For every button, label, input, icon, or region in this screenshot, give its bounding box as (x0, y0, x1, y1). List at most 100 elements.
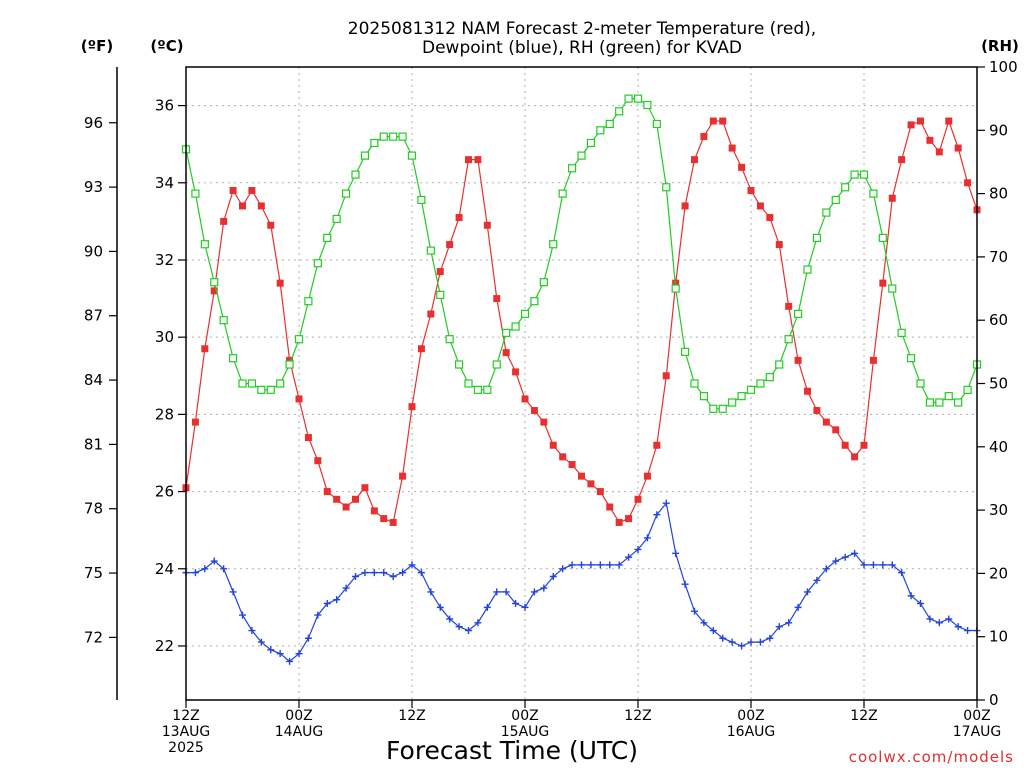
temperature-point (512, 368, 520, 376)
rh-tick-label: 70 (989, 248, 1008, 266)
dewpoint-point (408, 561, 416, 569)
dewpoint-point (888, 561, 896, 569)
rh-point (709, 404, 718, 413)
dewpoint-point (898, 569, 906, 577)
temperature-point (700, 132, 708, 140)
rh-point (520, 309, 530, 318)
rh-point (841, 183, 850, 192)
rh-point (323, 233, 332, 243)
x-tick-label: 16AUG (727, 724, 776, 740)
dewpoint-point (813, 576, 821, 584)
x-tick-label: 14AUG (275, 724, 324, 740)
temperature-point (361, 484, 369, 492)
rh-point (812, 233, 822, 243)
celsius-tick-label: 30 (155, 328, 174, 346)
rh-point (558, 189, 567, 198)
rh-point (925, 398, 935, 407)
rh-point (822, 208, 831, 217)
temperature-point (596, 488, 604, 496)
rh-point (567, 164, 577, 173)
plot-frame (185, 66, 978, 701)
x-tick-label: 00Z (737, 708, 764, 724)
temperature-point (229, 187, 237, 195)
dewpoint-point (248, 627, 256, 635)
temperature-point (747, 187, 755, 195)
dewpoint-point (926, 615, 934, 623)
temperature-point (907, 121, 915, 129)
dewpoint-point (587, 561, 595, 569)
rh-point (878, 233, 887, 243)
dewpoint-point (935, 619, 943, 627)
dewpoint-point (380, 569, 388, 577)
dewpoint-point (860, 561, 868, 569)
rh-point (699, 392, 709, 401)
rh-point (436, 290, 445, 299)
rh-unit-label: (RH) (981, 37, 1019, 55)
dewpoint-point (606, 561, 614, 569)
dewpoint-point (257, 638, 265, 646)
temperature-point (719, 117, 727, 125)
rh-point (370, 138, 379, 148)
dewpoint-point (945, 615, 953, 623)
dewpoint-point (662, 499, 670, 507)
x-tick-label: 00Z (511, 708, 538, 724)
rh-point (784, 335, 793, 344)
rh-point (869, 189, 878, 198)
temperature-point (709, 117, 717, 125)
rh-point (294, 335, 304, 344)
temperature-point (662, 372, 670, 380)
x-tick-label: 13AUG (162, 724, 211, 740)
dewpoint-point (474, 619, 482, 627)
dewpoint-point (653, 511, 661, 519)
temperature-point (201, 345, 209, 353)
fahrenheit-unit-label: (ºF) (81, 37, 113, 55)
rh-point (643, 100, 652, 110)
temperature-point (483, 221, 491, 229)
x-tick-label: 12Z (624, 708, 651, 724)
dewpoint-point (794, 603, 802, 611)
temperature-point (625, 515, 633, 523)
rh-point (426, 246, 435, 255)
temperature-point (869, 356, 877, 364)
fahrenheit-tick-label: 78 (84, 500, 103, 518)
rh-point (746, 385, 756, 394)
temperature-point (304, 434, 312, 442)
temperature-point (286, 356, 294, 364)
rh-point (473, 385, 483, 394)
rh-point (511, 322, 520, 331)
temperature-point (257, 202, 265, 210)
dewpoint-point (295, 650, 303, 658)
rh-point (454, 360, 464, 369)
dewpoint-point (747, 638, 755, 646)
temperature-point (493, 295, 501, 303)
rh-tick-label: 90 (989, 121, 1008, 139)
rh-point (266, 385, 275, 394)
dewpoint-point (483, 603, 491, 611)
rh-point (492, 360, 501, 369)
dewpoint-point (643, 534, 651, 542)
temperature-point (295, 395, 303, 403)
rh-point (775, 360, 784, 369)
rh-point (285, 360, 294, 369)
temperature-point (446, 241, 454, 249)
temperature-point (399, 472, 407, 480)
rh-tick-label: 10 (989, 628, 1008, 646)
rh-point (247, 379, 257, 388)
temperature-point (417, 345, 425, 353)
x-tick-label: 17AUG (953, 724, 1002, 740)
temperature-point (615, 518, 623, 526)
fahrenheit-tick-label: 90 (84, 242, 103, 260)
temperature-point (643, 472, 651, 480)
rh-point (257, 385, 266, 394)
temperature-point (521, 395, 529, 403)
temperature-point (728, 144, 736, 152)
dewpoint-point (738, 642, 746, 650)
rh-point (728, 398, 737, 407)
temperature-point (587, 480, 595, 488)
rh-point (464, 379, 473, 388)
dewpoint-point (964, 627, 972, 635)
temperature-point (879, 279, 887, 287)
fahrenheit-tick-label: 87 (84, 307, 103, 325)
dewpoint-point (323, 600, 331, 608)
celsius-unit-label: (ºC) (150, 37, 183, 55)
